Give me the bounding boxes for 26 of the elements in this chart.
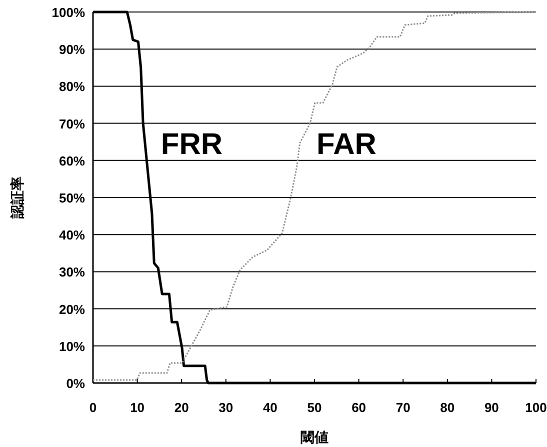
x-axis-title: 閾値 bbox=[300, 429, 328, 445]
y-tick-label: 10% bbox=[58, 338, 86, 354]
x-tick-label: 40 bbox=[262, 400, 278, 415]
series-label: FAR bbox=[316, 128, 377, 161]
y-axis-title: 認証率 bbox=[9, 176, 25, 220]
x-tick-label: 30 bbox=[218, 400, 234, 415]
y-tick-label: 70% bbox=[58, 116, 86, 132]
y-tick-label: 60% bbox=[58, 153, 86, 168]
y-tick-label: 30% bbox=[58, 264, 86, 280]
x-tick-label: 90 bbox=[484, 400, 499, 415]
y-tick-label: 40% bbox=[58, 228, 86, 243]
x-tick-label: 10 bbox=[130, 400, 145, 415]
x-tick-label: 100 bbox=[525, 400, 547, 415]
x-tick-label: 20 bbox=[174, 400, 189, 415]
y-tick-label: 20% bbox=[58, 302, 86, 317]
series-label: FRR bbox=[160, 128, 223, 161]
x-tick-label: 70 bbox=[396, 400, 410, 415]
y-tick-label: 100% bbox=[52, 5, 86, 20]
y-tick-label: 50% bbox=[58, 190, 86, 206]
y-tick-label: 80% bbox=[58, 79, 86, 94]
y-tick-label: 90% bbox=[58, 42, 86, 58]
x-tick-label: 60 bbox=[352, 400, 366, 415]
x-tick-label: 0 bbox=[89, 400, 97, 415]
x-tick-label: 50 bbox=[307, 400, 322, 415]
y-tick-label: 0% bbox=[66, 376, 86, 391]
x-tick-label: 80 bbox=[440, 400, 455, 415]
